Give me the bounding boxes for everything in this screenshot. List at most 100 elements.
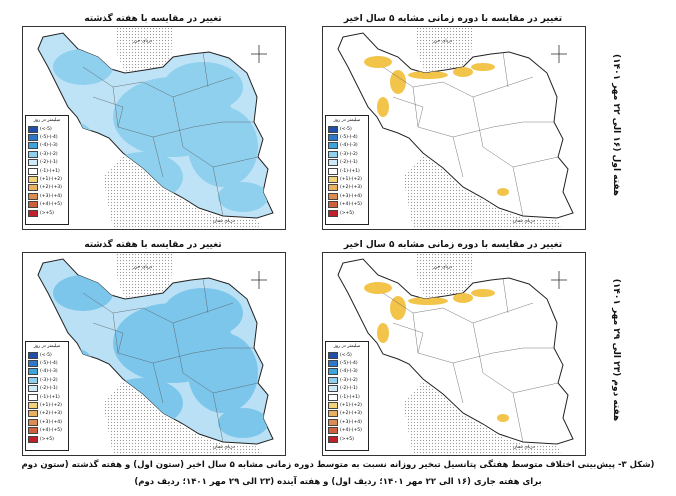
legend-swatch [28,209,38,217]
legend-swatch [328,184,338,192]
legend-item: (<-5) [328,351,366,359]
persian-gulf [403,155,563,229]
legend-label: (-2)-(-1) [40,160,58,166]
legend-item: (-3)-(-2) [28,376,66,384]
legend-swatch [328,159,338,167]
iran-map: دریای خزر دریای عمان میلیمتر در روز (<-5… [22,26,286,230]
legend-label: (+1)-(+2) [340,177,362,183]
legend-item: (+3)-(+4) [28,418,66,426]
legend-label: (-5)-(-4) [340,135,358,141]
legend-label: (>+5) [40,210,54,216]
legend-item: (+4)-(+5) [328,201,366,209]
map-panel: تغییر در مقایسه با هفته گذشته دریای خزر … [22,240,286,462]
legend-swatch [328,201,338,209]
caspian-sea [415,27,473,71]
value-patch [453,293,473,303]
legend-label: (+2)-(+3) [340,411,362,417]
legend-item: (-5)-(-4) [28,133,66,142]
legend-swatch [328,125,338,133]
legend-label: (>+5) [340,210,354,216]
legend-item: (+3)-(+4) [328,192,366,200]
province-borders [382,277,559,443]
legend-label: (-1)-(+1) [340,394,360,400]
legend-item: (<-5) [328,125,366,133]
legend-label: (-3)-(-2) [40,377,58,383]
legend-item: (<-5) [28,351,66,359]
legend-label: (-4)-(-3) [340,369,358,375]
legend-item: (-4)-(-3) [28,368,66,376]
legend-swatch [28,184,38,192]
legend-label: (>+5) [340,436,354,442]
north-arrow-icon [251,45,267,63]
legend-swatch [328,167,338,175]
legend-swatch [328,176,338,184]
legend-label: (-5)-(-4) [40,135,58,141]
legend-item: (+4)-(+5) [28,427,66,435]
legend-swatch [28,134,38,142]
value-patch [408,297,448,305]
north-arrow-icon [251,271,267,289]
map-panel: تغییر در مقایسه با دوره زمانی مشابه ۵ سا… [322,240,586,462]
legend-swatch [28,150,38,158]
legend-label: (-3)-(-2) [340,377,358,383]
legend-swatch [28,385,38,393]
legend-swatch [328,142,338,150]
legend-label: (+1)-(+2) [40,403,62,409]
province-borders [82,51,259,217]
legend-swatch [328,418,338,426]
legend-label: (-3)-(-2) [340,151,358,157]
oman-sea-label: دریای عمان [213,219,235,224]
value-patch [188,107,258,187]
legend-swatch [28,435,38,443]
caspian-sea-label: دریای خزر [433,39,453,44]
value-patch [218,408,268,438]
legend-item: (+2)-(+3) [28,410,66,418]
legend-item: (-5)-(-4) [28,359,66,368]
map-panel: تغییر در مقایسه با دوره زمانی مشابه ۵ سا… [322,14,586,236]
legend-label: (+3)-(+4) [340,419,362,425]
legend-swatch [28,427,38,435]
legend-label: (<-5) [40,126,52,132]
row-label-week-1: هفته اول (۱۶ الی ۲۲ مهر ۱۴۰۱) [611,53,622,197]
legend: میلیمتر در روز (<-5) (-5)-(-4) (-4)-(-3) (-… [25,341,69,451]
iran-map: دریای خزر دریای عمان میلیمتر در روز (<-5… [322,252,586,456]
figure-caption-line-1: (شکل ۳- پیش‌بینی اختلاف متوسط هفتگی پتان… [21,460,655,470]
caspian-sea-label: دریای خزر [133,265,153,270]
legend-item: (-2)-(-1) [328,385,366,393]
value-patch [364,282,392,294]
legend-label: (-4)-(-3) [40,369,58,375]
persian-gulf [403,381,563,455]
legend-item: (-3)-(-2) [28,150,66,158]
legend-label: (+3)-(+4) [40,193,62,199]
legend-label: (+1)-(+2) [40,177,62,183]
legend-swatch [28,360,38,368]
legend-label: (>+5) [40,436,54,442]
legend-item: (-3)-(-2) [328,376,366,384]
oman-sea-label: دریای عمان [513,445,535,450]
legend-label: (-4)-(-3) [340,143,358,149]
legend-item: (-1)-(+1) [328,393,366,401]
legend-swatch [28,393,38,401]
legend-item: (+1)-(+2) [328,401,366,410]
legend-label: (+2)-(+3) [40,411,62,417]
legend-title: میلیمتر در روز [33,344,61,349]
caspian-sea-label: دریای خزر [133,39,153,44]
legend-item: (-1)-(+1) [28,393,66,401]
legend-label: (-2)-(-1) [40,386,58,392]
legend-swatch [328,435,338,443]
value-patch [377,323,389,343]
legend-title: میلیمتر در روز [333,344,361,349]
legend-item: (-2)-(-1) [28,385,66,393]
legend-swatch [328,427,338,435]
map-title: تغییر در مقایسه با هفته گذشته [84,14,222,24]
legend-swatch [28,418,38,426]
caspian-sea [115,27,173,71]
legend-item: (+2)-(+3) [28,184,66,192]
legend-item: (-4)-(-3) [328,142,366,150]
legend-swatch [328,385,338,393]
legend-swatch [28,410,38,418]
legend-label: (-1)-(+1) [40,168,60,174]
legend-item: (+4)-(+5) [28,201,66,209]
legend-label: (-4)-(-3) [40,143,58,149]
legend-swatch [28,351,38,359]
